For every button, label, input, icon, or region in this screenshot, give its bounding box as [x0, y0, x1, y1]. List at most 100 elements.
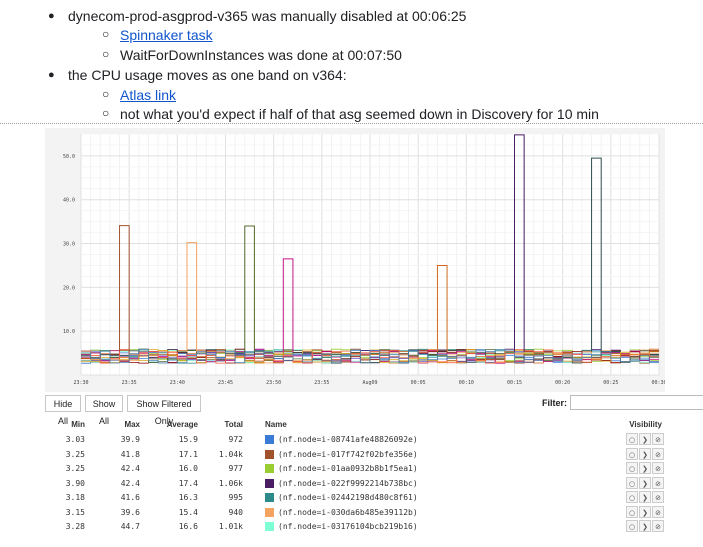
- series-spike: [119, 225, 130, 352]
- max-value: 42.4: [120, 464, 140, 473]
- legend-row: 3.18 41.6 16.3 995 (nf.node=i-02442198d480c8…: [45, 491, 665, 505]
- show-icon[interactable]: ○: [626, 462, 638, 474]
- note-subitem: ○ Spinnaker task: [102, 26, 213, 44]
- average-value: 15.4: [178, 507, 198, 517]
- x-tick-label: 23:50: [266, 380, 281, 386]
- legend-row: 3.25 42.4 16.0 977 (nf.node=i-01aa0932b8b1f5…: [45, 462, 665, 476]
- note-text: dynecom-prod-asgprod-v365 was manually d…: [68, 8, 467, 24]
- min-value: 3.25: [65, 449, 85, 459]
- series-color-swatch[interactable]: [265, 449, 274, 459]
- series-spike: [244, 225, 255, 352]
- note-subitem: ○ Atlas link: [102, 86, 177, 104]
- legend-toolbar: Hide All Show All Show Filtered Only Fil…: [45, 394, 703, 426]
- min-value: 3.15: [65, 507, 85, 517]
- show-icon[interactable]: ○: [626, 476, 638, 489]
- show-icon[interactable]: ○: [626, 433, 638, 445]
- hide-icon[interactable]: ⊘: [652, 520, 664, 532]
- page-separator: [0, 123, 703, 124]
- note-item: ● dynecom-prod-asgprod-v365 was manually…: [48, 7, 467, 25]
- series-color-swatch[interactable]: [265, 522, 274, 531]
- bullet-dot-icon: ●: [48, 10, 55, 22]
- series-name[interactable]: (nf.node=i-022f9992214b738bc): [278, 478, 418, 488]
- x-tick-label: 23:30: [73, 380, 88, 386]
- min-value: 3.18: [65, 493, 85, 502]
- header-max: Max: [124, 420, 140, 429]
- series-color-swatch[interactable]: [265, 493, 274, 502]
- total-value: 1.06k: [218, 478, 243, 488]
- series-color-swatch[interactable]: [265, 464, 274, 473]
- spinnaker-task-link[interactable]: Spinnaker task: [120, 27, 213, 43]
- series-name[interactable]: (nf.node=i-02442198d480c8f61): [278, 493, 418, 502]
- show-icon[interactable]: ○: [626, 520, 638, 532]
- show-icon[interactable]: ○: [626, 505, 638, 518]
- show-filtered-only-button[interactable]: Show Filtered Only: [127, 395, 201, 426]
- show-all-button[interactable]: Show All: [85, 395, 123, 426]
- note-text: the CPU usage moves as one band on v364:: [68, 67, 347, 83]
- toggle-icon[interactable]: ❯: [639, 520, 651, 532]
- x-tick-label: 23:40: [170, 380, 185, 386]
- series-name[interactable]: (nf.node=i-030da6b485e39112b): [278, 507, 418, 517]
- hide-all-button[interactable]: Hide All: [45, 395, 81, 426]
- hide-icon[interactable]: ⊘: [652, 476, 664, 489]
- show-icon[interactable]: ○: [626, 491, 638, 503]
- toggle-icon[interactable]: ❯: [639, 491, 651, 503]
- notes-section: ● dynecom-prod-asgprod-v365 was manually…: [0, 0, 703, 122]
- bullet-circle-icon: ○: [102, 106, 110, 120]
- cpu-chart: 10.0 20.0 30.0 40.0 50.0 23:30 23:35 23:40 23:4…: [63, 133, 665, 386]
- hide-icon[interactable]: ⊘: [652, 462, 664, 474]
- x-tick-label: 00:20: [555, 380, 570, 386]
- x-tick-label: 00:30: [651, 380, 665, 386]
- average-value: 17.1: [178, 449, 198, 459]
- max-value: 41.6: [120, 493, 140, 502]
- total-value: 1.04k: [218, 449, 243, 459]
- bullet-circle-icon: ○: [102, 47, 110, 61]
- atlas-link[interactable]: Atlas link: [120, 87, 177, 103]
- series-name[interactable]: (nf.node=i-01aa0932b8b1f5ea1): [278, 464, 418, 473]
- toggle-icon[interactable]: ❯: [639, 505, 651, 518]
- toggle-icon[interactable]: ❯: [639, 433, 651, 445]
- hide-icon[interactable]: ⊘: [652, 505, 664, 518]
- series-color-swatch[interactable]: [265, 478, 274, 488]
- x-tick-label: 00:25: [603, 380, 618, 386]
- toggle-icon[interactable]: ❯: [639, 476, 651, 489]
- series-spike: [186, 242, 198, 352]
- min-value: 3.90: [65, 478, 85, 488]
- visibility-controls: ○ ❯ ⊘: [620, 447, 664, 461]
- legend-row: 3.90 42.4 17.4 1.06k (nf.node=i-022f9992214b…: [45, 476, 665, 491]
- legend-row: 3.15 39.6 15.4 940 (nf.node=i-030da6b485e391…: [45, 505, 665, 520]
- series-spike: [436, 264, 448, 352]
- header-name: Name: [265, 420, 287, 429]
- series-color-swatch[interactable]: [265, 507, 274, 517]
- max-value: 41.8: [120, 449, 140, 459]
- x-tick-label: 00:05: [411, 380, 426, 386]
- average-value: 15.9: [178, 435, 198, 444]
- hide-icon[interactable]: ⊘: [652, 447, 664, 460]
- average-value: 16.6: [178, 522, 198, 531]
- header-min: Min: [71, 420, 85, 429]
- series-color-swatch[interactable]: [265, 435, 274, 444]
- toggle-icon[interactable]: ❯: [639, 462, 651, 474]
- max-value: 39.9: [120, 435, 140, 444]
- series-name[interactable]: (nf.node=i-08741afe48826092e): [278, 435, 418, 444]
- bullet-dot-icon: ●: [48, 69, 55, 81]
- y-tick-label: 40.0: [63, 198, 75, 204]
- y-tick-label: 30.0: [63, 242, 75, 248]
- filter-label: Filter:: [542, 398, 568, 408]
- average-value: 16.3: [178, 493, 198, 502]
- note-text: WaitForDownInstances was done at 00:07:5…: [120, 47, 402, 63]
- y-tick-label: 50.0: [63, 154, 75, 160]
- hide-icon[interactable]: ⊘: [652, 491, 664, 503]
- y-tick-label: 20.0: [63, 285, 75, 291]
- hide-icon[interactable]: ⊘: [652, 433, 664, 445]
- filter-input[interactable]: [570, 395, 703, 410]
- total-value: 977: [228, 464, 243, 473]
- cpu-chart-panel: 10.0 20.0 30.0 40.0 50.0 23:30 23:35 23:40 23:4…: [45, 128, 665, 392]
- bullet-circle-icon: ○: [102, 27, 110, 41]
- series-name[interactable]: (nf.node=i-03176104bcb219b16): [278, 522, 418, 531]
- series-name[interactable]: (nf.node=i-017f742f02bfe356e): [278, 449, 418, 459]
- toggle-icon[interactable]: ❯: [639, 447, 651, 460]
- visibility-controls: ○ ❯ ⊘: [620, 505, 664, 519]
- max-value: 44.7: [120, 522, 140, 531]
- show-icon[interactable]: ○: [626, 447, 638, 460]
- total-value: 1.01k: [218, 522, 243, 531]
